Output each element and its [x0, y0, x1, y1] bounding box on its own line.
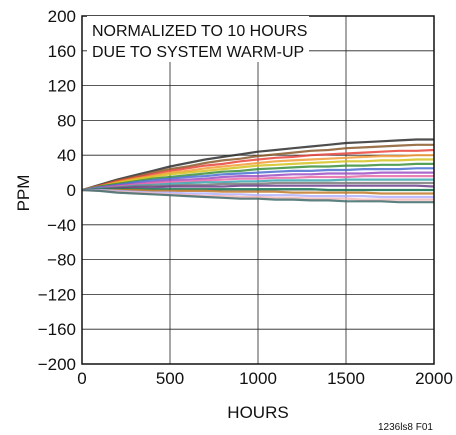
series-line-3 — [81, 148, 435, 192]
y-tick-label: −160 — [38, 320, 76, 339]
series-line-17 — [81, 188, 434, 204]
y-tick-labels: 200 160 120 80 40 0 −40 −80 −120 −160 −200 — [38, 7, 76, 374]
y-tick-label: 0 — [67, 181, 76, 200]
series-line-13 — [81, 188, 434, 192]
y-tick-label: −120 — [38, 285, 76, 304]
y-tick-label: 120 — [48, 77, 76, 96]
series-line-1 — [81, 138, 434, 192]
x-tick-labels: 0 500 1000 1500 2000 — [77, 369, 453, 388]
series-line-12 — [81, 184, 435, 192]
y-tick-label: −80 — [47, 251, 76, 270]
figure-id: 1236ls8 F01 — [378, 422, 433, 433]
y-tick-label: −40 — [47, 216, 76, 235]
series-line-5 — [81, 158, 434, 192]
annotation-background — [87, 16, 309, 62]
series-line-9 — [81, 175, 434, 192]
y-tick-label: 40 — [57, 146, 76, 165]
x-tick-label: 2000 — [415, 369, 453, 388]
series-line-14 — [82, 188, 434, 195]
y-tick-label: 160 — [48, 42, 76, 61]
y-tick-label: −200 — [38, 355, 76, 374]
x-tick-label: 1500 — [327, 369, 365, 388]
annotation-line-2: DUE TO SYSTEM WARM-UP — [92, 44, 304, 61]
y-axis-title: PPM — [14, 175, 33, 212]
y-tick-label: 200 — [48, 7, 76, 26]
series-line-6 — [81, 162, 434, 192]
x-tick-label: 500 — [156, 369, 184, 388]
x-axis-title: HOURS — [227, 403, 288, 422]
x-tick-label: 0 — [77, 369, 86, 388]
series-lines — [81, 138, 435, 204]
series-line-7 — [81, 167, 434, 192]
series-line-11 — [81, 181, 434, 192]
x-tick-label: 1000 — [239, 369, 277, 388]
annotation-line-1: NORMALIZED TO 10 HOURS — [92, 23, 307, 40]
y-tick-label: 80 — [57, 111, 76, 130]
